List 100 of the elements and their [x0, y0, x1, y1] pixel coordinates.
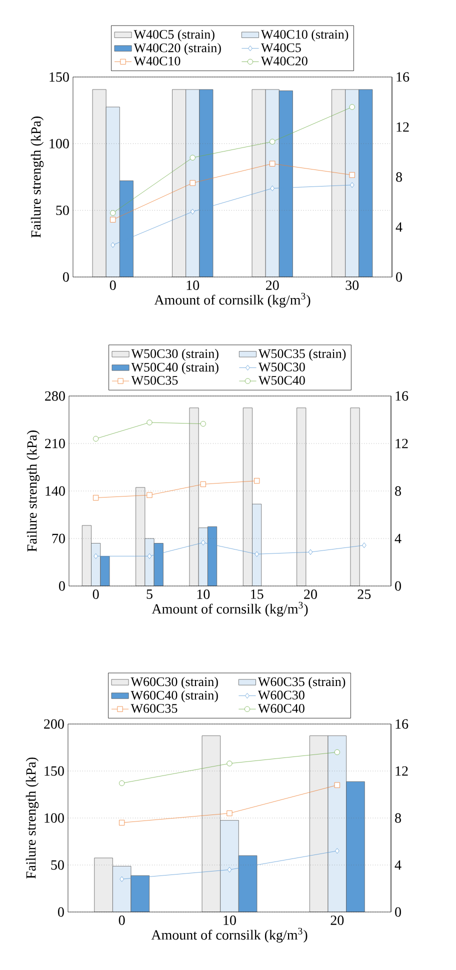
y-tick-label: 150	[50, 72, 69, 82]
point	[308, 549, 313, 555]
point	[226, 810, 232, 816]
x-tick-label: 5	[146, 590, 152, 599]
y2-tick-label: 8	[395, 813, 401, 823]
point	[227, 866, 232, 872]
legend-label: W50C40 (strain)	[131, 362, 218, 374]
bar	[91, 543, 101, 586]
legend-label: W40C10	[134, 56, 180, 66]
y-tick-label: 70	[52, 534, 65, 544]
point	[200, 481, 206, 488]
bar	[220, 820, 239, 912]
legend-label: W60C35 (strain)	[258, 676, 346, 689]
point	[119, 820, 125, 826]
y-axis-title: Failure strength (kPa)	[30, 116, 44, 238]
legend-label: W40C5	[260, 43, 301, 52]
point	[94, 553, 98, 559]
bar	[172, 89, 186, 277]
y2-tick-label: 12	[396, 766, 408, 776]
y-tick-label: 0	[58, 907, 64, 917]
point	[146, 420, 152, 426]
y2-tick-label: 16	[396, 719, 408, 729]
point	[350, 182, 354, 188]
point	[119, 780, 125, 786]
bar	[202, 736, 221, 912]
x-tick-label: 15	[251, 590, 264, 599]
point	[120, 876, 124, 882]
point	[270, 138, 276, 144]
legend-label: W50C35 (strain)	[258, 348, 346, 361]
bar	[328, 736, 347, 912]
bar	[252, 89, 266, 277]
point	[349, 172, 355, 178]
x-tick-label: 0	[118, 916, 125, 925]
x-tick-label: 25	[358, 590, 371, 599]
point	[110, 210, 116, 216]
point	[334, 749, 340, 755]
legend-label: W40C10 (strain)	[260, 30, 348, 42]
x-tick-label: 0	[110, 280, 116, 290]
x-tick-label: 10	[197, 590, 210, 599]
bar	[265, 89, 280, 277]
bar	[358, 89, 373, 277]
y2-tick-label: 0	[395, 907, 401, 917]
point	[190, 180, 196, 186]
y-axis-title: Failure strength (kPa)	[26, 430, 40, 552]
bar	[345, 89, 360, 277]
bar	[198, 528, 208, 586]
y-tick-label: 0	[59, 581, 65, 591]
point	[110, 216, 116, 222]
y2-tick-label: 16	[396, 391, 408, 401]
legend-label: W60C30 (strain)	[130, 676, 218, 689]
x-tick-label: 10	[224, 916, 236, 925]
y2-tick-label: 4	[396, 222, 402, 232]
y-tick-label: 50	[51, 860, 64, 870]
point	[254, 478, 260, 484]
y2-tick-label: 0	[395, 581, 401, 591]
y-axis-title: Failure strength (kPa)	[26, 758, 39, 879]
bar	[144, 538, 154, 586]
legend-label: W60C35	[130, 704, 178, 713]
point	[190, 154, 196, 160]
legend-label: W60C40 (strain)	[130, 690, 218, 702]
y2-tick-label: 8	[395, 486, 401, 496]
x-tick-label: 10	[186, 280, 200, 290]
y-tick-label: 50	[56, 206, 69, 216]
y-tick-label: 280	[45, 391, 65, 401]
x-tick-label: 0	[92, 590, 99, 599]
point	[226, 760, 232, 766]
legend-label: W50C30 (strain)	[131, 348, 218, 361]
legend-label: W60C30	[258, 690, 304, 700]
legend-label: W40C20	[260, 56, 308, 66]
legend-label: W40C5 (strain)	[134, 30, 214, 42]
y-tick-label: 0	[63, 272, 69, 282]
bar	[310, 736, 328, 912]
point	[201, 540, 206, 546]
legend-label: W50C30	[258, 362, 305, 372]
y-tick-label: 210	[45, 438, 65, 448]
x-tick-label: 20	[266, 280, 279, 290]
bar	[106, 106, 120, 277]
y-tick-label: 100	[44, 813, 64, 823]
y2-tick-label: 12	[396, 122, 409, 132]
point	[110, 242, 116, 248]
bar	[332, 89, 346, 277]
point	[200, 421, 206, 427]
x-tick-label: 30	[346, 280, 359, 290]
x-axis-title: Amount of cornsilk (kg/m$^{3}$)	[154, 292, 310, 308]
point	[147, 553, 152, 559]
legend-label: W50C40	[258, 376, 305, 385]
x-tick-label: 20	[330, 916, 344, 925]
y-tick-label: 100	[50, 138, 69, 148]
x-axis-title: Amount of cornsilk (kg/m$^{3}$)	[151, 928, 308, 943]
point	[349, 104, 355, 110]
y2-tick-label: 4	[394, 534, 402, 544]
point	[270, 186, 275, 192]
legend-label: W60C40	[258, 704, 304, 713]
x-tick-label: 20	[304, 590, 317, 599]
bar	[112, 866, 132, 912]
y2-tick-label: 8	[396, 172, 402, 182]
bar	[252, 504, 262, 586]
point	[146, 492, 152, 498]
legend-label: W50C35	[131, 376, 178, 385]
y2-tick-label: 12	[396, 438, 408, 448]
